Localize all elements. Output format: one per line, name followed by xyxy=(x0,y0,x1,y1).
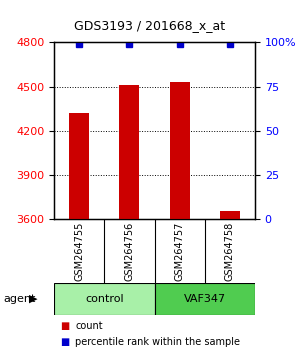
Bar xyxy=(154,283,255,315)
Text: control: control xyxy=(85,294,124,304)
Text: ■: ■ xyxy=(60,321,69,331)
Text: agent: agent xyxy=(3,294,35,304)
Text: percentile rank within the sample: percentile rank within the sample xyxy=(75,337,240,347)
Bar xyxy=(69,113,89,219)
FancyBboxPatch shape xyxy=(154,285,255,314)
Text: ▶: ▶ xyxy=(28,294,37,304)
FancyBboxPatch shape xyxy=(54,285,154,314)
Text: ■: ■ xyxy=(60,337,69,347)
Text: GSM264757: GSM264757 xyxy=(175,222,184,281)
Text: control: control xyxy=(85,294,124,304)
Bar xyxy=(54,283,154,315)
Text: GDS3193 / 201668_x_at: GDS3193 / 201668_x_at xyxy=(74,19,226,33)
Bar xyxy=(119,85,140,219)
Text: VAF347: VAF347 xyxy=(184,294,226,304)
Text: count: count xyxy=(75,321,103,331)
Text: GSM264755: GSM264755 xyxy=(74,222,84,281)
Text: VAF347: VAF347 xyxy=(184,294,226,304)
Bar xyxy=(220,211,240,219)
Bar xyxy=(169,82,190,219)
Text: GSM264758: GSM264758 xyxy=(225,222,235,281)
Text: GSM264756: GSM264756 xyxy=(124,222,134,281)
